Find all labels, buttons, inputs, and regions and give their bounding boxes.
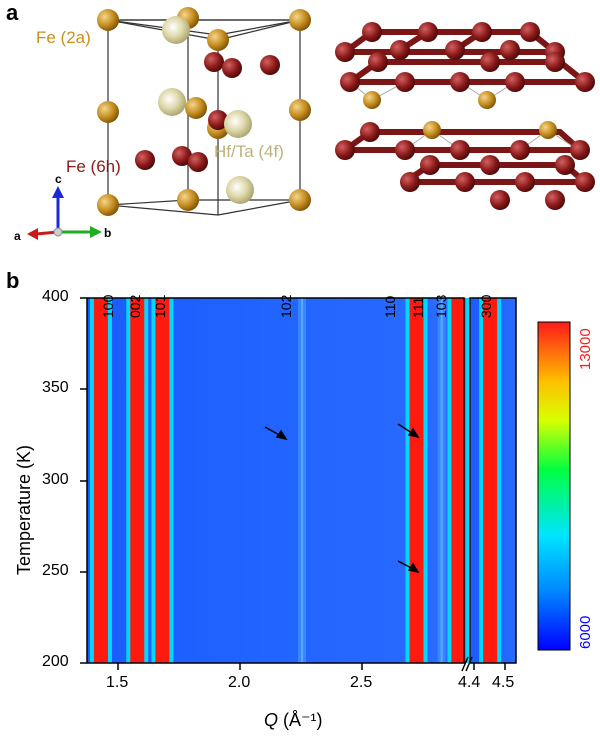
fe-6h-atoms: [135, 52, 280, 172]
axes-triad: [27, 186, 102, 240]
colorbar: [537, 321, 571, 651]
arrows: [264, 423, 420, 574]
x-tick-2.0: 2.0: [228, 674, 251, 691]
x-ticks: [117, 663, 506, 670]
panel-b-label: b: [6, 268, 20, 293]
heatmap-main-region: [87, 298, 464, 663]
y-tick-350: 350: [42, 379, 69, 396]
x-tick-1.5: 1.5: [106, 674, 129, 691]
y-tick-200: 200: [42, 653, 69, 670]
peak-stripe-111: [440, 298, 443, 663]
peak-stripe-100: [93, 298, 108, 663]
x-tick-2.5: 2.5: [350, 674, 373, 691]
fe-6h-label: Fe (6h): [66, 157, 121, 176]
peak-label-002: 002: [127, 294, 143, 318]
y-tick-400: 400: [42, 288, 69, 305]
axis-a-label: a: [14, 229, 21, 243]
axis-b-label: b: [104, 226, 112, 240]
x-tick-4.5: 4.5: [492, 674, 515, 691]
x-axis-title-unit: (Å⁻¹): [283, 710, 323, 730]
colorbar-min-label: 6000: [577, 615, 594, 649]
peak-stripe-110: [409, 298, 424, 663]
peak-label-103: 103: [433, 294, 449, 318]
hf-ta-label: Hf/Ta (4f): [214, 142, 284, 161]
axis-c-label: c: [55, 172, 62, 186]
y-ticks: [80, 297, 87, 664]
peak-stripe-002: [130, 298, 145, 663]
axis-break-marks: [461, 656, 473, 672]
heatmap-chart: [80, 297, 571, 672]
diffraction-stripes: [89, 298, 502, 663]
colorbar-max-label: 13000: [577, 328, 594, 370]
y-axis-title: Temperature (K): [14, 444, 34, 575]
panel-a-label: a: [6, 0, 19, 25]
peak-label-100: 100: [100, 294, 116, 318]
x-axis-title: Q (Å⁻¹): [264, 710, 323, 731]
peak-label-110: 110: [382, 295, 398, 318]
peak-stripe-103: [451, 298, 466, 663]
crystal-structure-figure: [27, 7, 595, 240]
peak-label-102: 102: [278, 294, 294, 318]
fe-2a-label: Fe (2a): [36, 28, 91, 47]
peak-label-111: 111: [410, 296, 426, 318]
fe-2a-atoms: [97, 7, 311, 216]
y-tick-300: 300: [42, 471, 69, 488]
hf-ta-atoms: [158, 16, 254, 204]
peak-stripe-101: [155, 298, 170, 663]
peak-label-101: 101: [152, 294, 168, 318]
peak-stripe-300: [483, 298, 498, 663]
layered-structure: [335, 22, 595, 210]
x-axis-title-symbol: Q: [264, 710, 279, 730]
y-tick-250: 250: [42, 562, 69, 579]
peak-label-300: 300: [478, 294, 494, 318]
peak-stripe-102: [301, 298, 304, 663]
x-tick-4.4: 4.4: [458, 674, 481, 691]
unit-cell-outline: [107, 19, 301, 216]
